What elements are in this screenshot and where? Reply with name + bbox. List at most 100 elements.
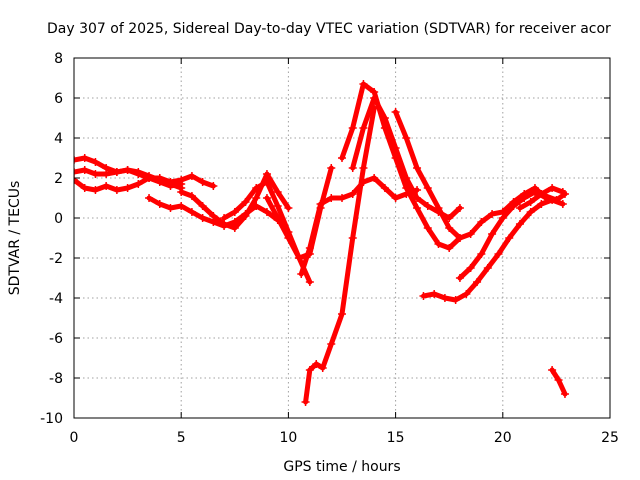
- data-point: [530, 188, 539, 196]
- data-point: [112, 186, 121, 194]
- y-tick-label: -8: [49, 371, 63, 387]
- data-point: [123, 166, 132, 174]
- series-line: [264, 165, 334, 261]
- data-point: [166, 204, 175, 212]
- data-point: [434, 204, 443, 212]
- data-point: [445, 244, 454, 252]
- data-point: [423, 224, 432, 232]
- data-point: [209, 182, 218, 190]
- data-point: [462, 290, 471, 298]
- y-tick-label: 6: [54, 91, 63, 107]
- data-point: [74, 168, 78, 176]
- data-point: [515, 204, 524, 212]
- series-sat-o: [515, 184, 567, 212]
- data-point: [177, 180, 186, 188]
- data-point: [348, 190, 357, 198]
- data-point: [348, 124, 357, 132]
- data-point: [402, 174, 411, 182]
- data-point: [198, 214, 207, 222]
- y-tick-label: -10: [40, 411, 63, 427]
- data-point: [241, 212, 250, 220]
- data-point: [145, 194, 154, 202]
- data-point: [327, 194, 336, 202]
- data-point: [455, 204, 464, 212]
- data-point: [262, 194, 271, 202]
- x-tick-label: 10: [279, 430, 297, 446]
- data-point: [391, 108, 400, 116]
- data-point: [520, 194, 529, 202]
- data-point: [483, 264, 492, 272]
- data-point: [380, 114, 389, 122]
- data-point: [74, 176, 78, 184]
- data-point: [102, 182, 111, 190]
- data-point: [177, 202, 186, 210]
- data-point: [312, 360, 321, 368]
- data-point: [74, 156, 78, 164]
- data-point: [327, 340, 336, 348]
- x-tick-label: 25: [601, 430, 619, 446]
- data-point: [548, 366, 557, 374]
- data-point: [380, 184, 389, 192]
- series-sat-m: [419, 196, 567, 304]
- x-axis-label: GPS time / hours: [283, 459, 400, 475]
- data-point: [423, 184, 432, 192]
- data-point: [338, 194, 346, 202]
- data-point: [187, 172, 196, 180]
- y-tick-label: 8: [54, 51, 63, 67]
- data-point: [134, 180, 143, 188]
- data-point: [297, 270, 306, 278]
- data-point: [440, 294, 449, 302]
- y-tick-label: -6: [49, 331, 63, 347]
- data-point: [445, 224, 454, 232]
- data-point: [209, 212, 218, 220]
- data-point: [187, 192, 196, 200]
- data-point: [455, 234, 464, 242]
- series-line: [350, 95, 463, 221]
- data-point: [451, 296, 460, 304]
- data-point: [359, 80, 368, 88]
- data-point: [91, 170, 100, 178]
- series-sat-c: [74, 174, 186, 194]
- data-point: [391, 194, 400, 202]
- data-point: [295, 254, 304, 262]
- data-point: [359, 164, 368, 172]
- y-tick-label: -4: [49, 291, 63, 307]
- data-point: [338, 310, 346, 318]
- data-point: [402, 134, 411, 142]
- plot-frame: [73, 57, 611, 419]
- y-tick-label: 2: [54, 171, 63, 187]
- data-point: [488, 210, 497, 218]
- data-point: [348, 234, 357, 242]
- x-tick-label: 0: [70, 430, 79, 446]
- data-point: [198, 202, 207, 210]
- data-point: [123, 184, 132, 192]
- data-point: [262, 208, 271, 216]
- y-tick-label: -2: [49, 251, 63, 267]
- data-point: [338, 154, 346, 162]
- data-point: [413, 164, 422, 172]
- data-point: [273, 214, 282, 222]
- series-layer: [74, 80, 569, 406]
- data-point: [134, 168, 143, 176]
- data-point: [220, 214, 229, 222]
- data-point: [91, 158, 100, 166]
- data-point: [230, 208, 239, 216]
- tick-layer: 0 5 10 15 20 25 -10 -8 -6 -4 -2 0 2 4 6 8: [40, 51, 619, 446]
- data-point: [284, 234, 293, 242]
- data-point: [252, 194, 261, 202]
- data-point: [477, 250, 486, 258]
- data-point: [505, 234, 514, 242]
- data-point: [548, 184, 557, 192]
- y-tick-label: 0: [54, 211, 63, 227]
- data-point: [80, 166, 89, 174]
- data-point: [466, 264, 475, 272]
- data-point: [359, 124, 368, 132]
- x-tick-label: 15: [387, 430, 405, 446]
- data-point: [488, 230, 497, 238]
- x-tick-label: 20: [494, 430, 512, 446]
- data-point: [370, 94, 379, 102]
- chart-title: Day 307 of 2025, Sidereal Day-to-day VTE…: [47, 21, 611, 37]
- data-point: [145, 174, 154, 182]
